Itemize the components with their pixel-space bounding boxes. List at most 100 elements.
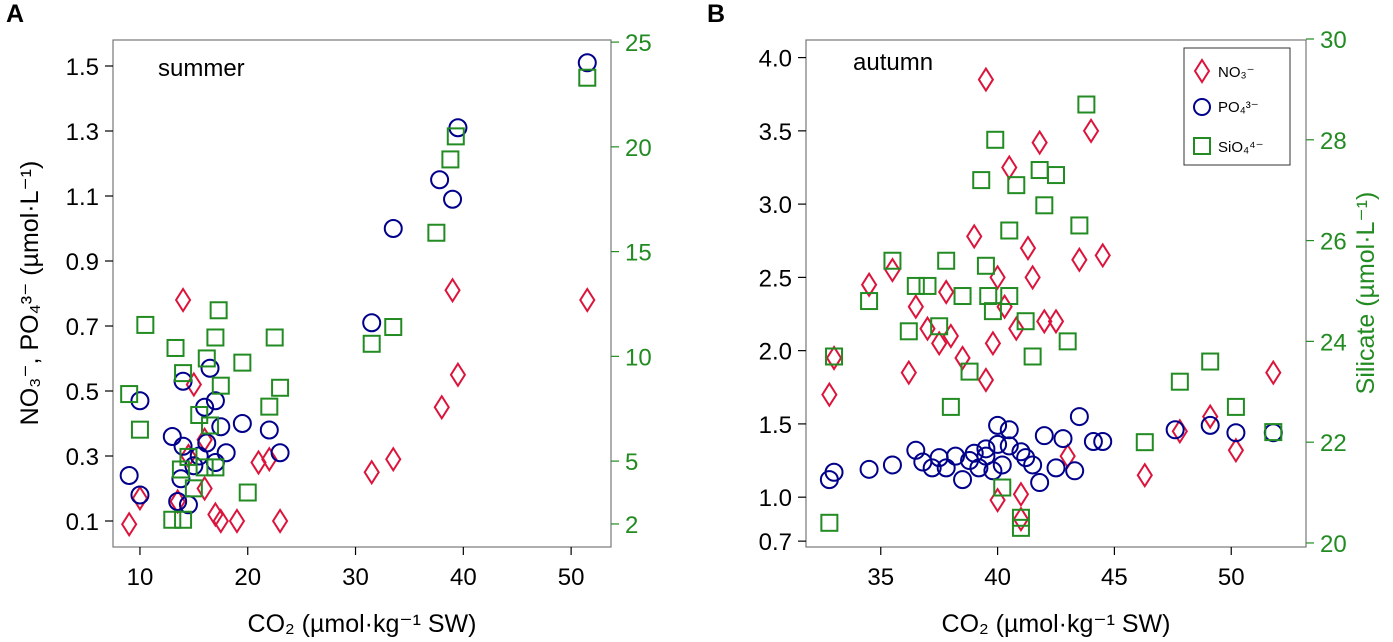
no3-point	[984, 330, 1002, 357]
sio4-point	[197, 349, 216, 368]
po4-point	[270, 443, 290, 463]
no3-point	[1082, 117, 1100, 144]
no3-point	[938, 279, 955, 305]
panel-b-letter: B	[707, 0, 725, 28]
sio4-point	[941, 397, 960, 416]
po4-point	[200, 358, 220, 378]
sio4-point	[986, 130, 1005, 149]
panel-a-x-axis-label: CO₂ (µmol·kg⁻¹ SW)	[248, 610, 477, 638]
no3-point	[1136, 462, 1153, 489]
no3-point	[212, 508, 229, 534]
no3-point	[1012, 481, 1030, 508]
sio4-point	[825, 347, 844, 366]
po4-point	[953, 470, 973, 490]
y-tick-label: 1.3	[66, 119, 99, 146]
legend-sio4-square-icon	[1193, 137, 1211, 155]
panel-b-x-ticks: 35 40 45 50	[867, 547, 1245, 591]
panel-b-plot-frame	[805, 39, 1307, 548]
sio4-point	[1070, 216, 1089, 235]
sio4-point	[184, 479, 203, 498]
sio4-point	[1000, 287, 1019, 306]
sio4-point	[174, 364, 193, 383]
po4-point	[1011, 442, 1031, 462]
po4-point	[205, 391, 225, 411]
no3-point	[821, 381, 838, 408]
sio4-point	[1011, 508, 1030, 527]
no3-point	[1227, 437, 1245, 464]
panel-b-y2-ticks: 20 22 24 26 28 30	[1306, 27, 1347, 558]
no3-point	[1094, 242, 1111, 269]
sio4-point	[937, 251, 956, 270]
sio4-point	[195, 458, 214, 477]
sio4-point	[1264, 423, 1283, 442]
sio4-point	[899, 322, 918, 341]
po4-point	[882, 455, 902, 475]
sio4-point	[1007, 176, 1026, 195]
sio4-point	[206, 458, 225, 477]
po4-point	[1083, 431, 1103, 451]
po4-point	[205, 453, 225, 472]
panel-a: A summer 10 20 30 40 50 0.1 0.3 0.5 0.7 0.9 1.1 1.…	[6, 0, 652, 638]
no3-point	[363, 459, 380, 486]
sio4-point	[1047, 166, 1065, 185]
sio4-point	[976, 256, 995, 275]
sio4-point	[441, 150, 460, 169]
po4-point	[577, 53, 597, 73]
no3-point	[271, 508, 289, 534]
y2-tick-label: 26	[1320, 229, 1347, 256]
panel-a-x-ticks: 10 20 30 40 50	[127, 547, 584, 591]
po4-point	[1165, 420, 1185, 440]
po4-point	[922, 458, 942, 478]
y2-tick-label: 15	[625, 240, 652, 267]
y-tick-label: 0.9	[66, 249, 99, 276]
legend-no3-diamond-icon	[1193, 58, 1211, 84]
po4-point	[992, 455, 1012, 475]
panel-a-y-ticks: 0.1 0.3 0.5 0.7 0.9 1.1 1.3 1.5	[66, 54, 113, 536]
sio4-point	[163, 510, 182, 529]
y2-tick-label: 24	[1320, 329, 1347, 356]
no3-point	[996, 293, 1013, 320]
legend-box	[1183, 47, 1291, 166]
sio4-point	[820, 513, 839, 532]
sio4-point	[1135, 433, 1154, 452]
po4-point	[1023, 455, 1043, 475]
po4-point	[168, 492, 188, 511]
y2-tick-label: 22	[1320, 430, 1347, 457]
no3-point	[131, 485, 149, 512]
no3-point	[185, 371, 203, 398]
no3-point	[825, 345, 843, 371]
sio4-point	[1058, 332, 1077, 351]
po4-point	[1016, 448, 1036, 468]
legend-po4-circle-icon	[1193, 98, 1211, 116]
no3-point	[989, 487, 1006, 513]
y-tick-label: 1.5	[66, 54, 99, 81]
sio4-point	[1170, 372, 1189, 391]
sio4-point	[384, 318, 403, 337]
no3-point	[1071, 246, 1088, 273]
po4-point	[362, 313, 382, 333]
y-tick-label: 0.5	[66, 379, 99, 406]
no3-point	[444, 277, 461, 304]
no3-point	[433, 394, 450, 421]
y2-tick-label: 20	[1320, 531, 1347, 558]
y2-tick-label: 5	[625, 449, 638, 476]
sio4-point	[906, 276, 925, 295]
x-tick-label: 30	[342, 564, 369, 591]
panel-b-season-label: autumn	[853, 49, 933, 76]
no3-point	[174, 287, 192, 313]
po4-point	[1226, 423, 1246, 443]
po4-point	[1069, 407, 1089, 427]
x-tick-label: 45	[1101, 564, 1128, 591]
x-tick-label: 50	[1218, 564, 1245, 591]
y-tick-label: 1.5	[759, 412, 792, 439]
panel-b: B autumn 35 40 45 50 0.7 1.0 1.5 2.0 2.5 3.0 3.5 4…	[707, 0, 1380, 638]
sio4-point	[1023, 347, 1042, 366]
no3-point	[930, 330, 948, 357]
po4-point	[197, 433, 217, 453]
sio4-point	[1077, 95, 1096, 114]
sio4-point	[972, 171, 991, 190]
panel-a-y-axis-label: NO₃⁻, PO₄³⁻ (µmol·L⁻¹)	[16, 161, 44, 426]
po4-point	[211, 417, 231, 437]
